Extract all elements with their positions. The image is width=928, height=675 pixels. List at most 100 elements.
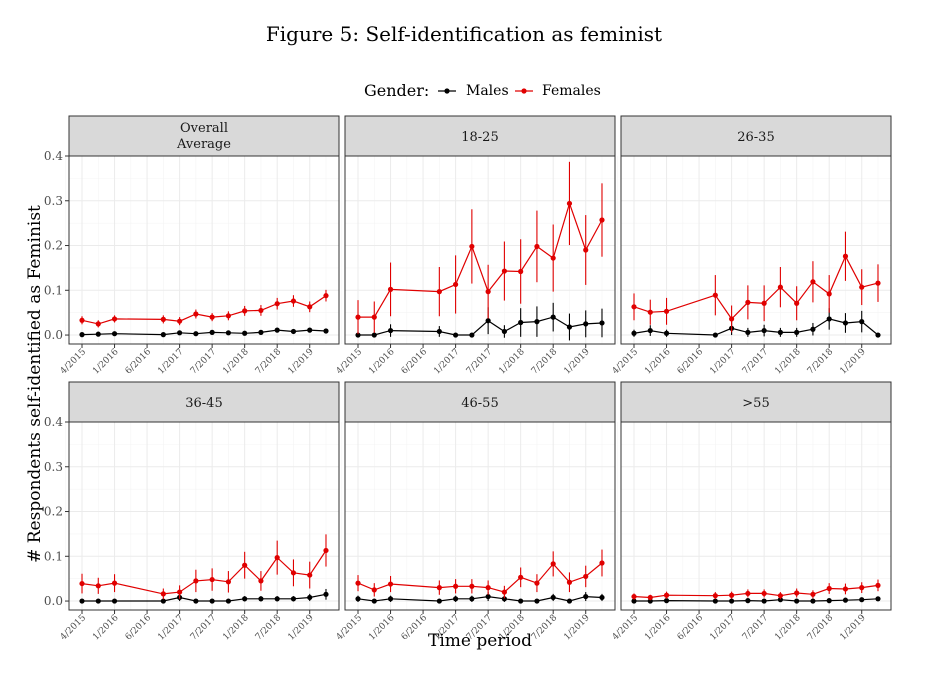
point-females bbox=[485, 585, 491, 591]
point-males bbox=[566, 598, 573, 604]
point-females bbox=[583, 247, 589, 253]
x-tick-label: 1/2016 bbox=[367, 347, 397, 377]
x-tick-label: 1/2016 bbox=[643, 613, 673, 643]
point-females bbox=[663, 592, 670, 598]
x-tick-label: 4/2015 bbox=[335, 347, 365, 377]
point-males bbox=[323, 591, 329, 597]
plot-area bbox=[69, 422, 339, 610]
point-males bbox=[663, 598, 670, 604]
panel-4: 36-450.00.10.20.30.44/2015 1/2016 6/2016 1/… bbox=[44, 381, 340, 643]
point-males bbox=[842, 597, 849, 603]
plot-border bbox=[620, 155, 892, 345]
x-tick-label: 7/2017 bbox=[741, 613, 771, 643]
panel-2: 18-254/2015 1/2016 6/2016 1/2017 7/2017 1/201… bbox=[335, 115, 616, 377]
x-tick-label: 1/2016 bbox=[91, 613, 121, 643]
point-males bbox=[566, 324, 573, 330]
point-females bbox=[826, 291, 832, 297]
point-males bbox=[859, 319, 865, 325]
point-females bbox=[826, 585, 832, 592]
point-females bbox=[355, 314, 361, 320]
x-tick-label: 1/2018 bbox=[221, 347, 251, 377]
point-females bbox=[745, 590, 751, 597]
point-females bbox=[95, 583, 101, 589]
point-males bbox=[371, 598, 377, 604]
point-males bbox=[307, 327, 313, 333]
point-males bbox=[79, 332, 85, 338]
point-females bbox=[712, 292, 718, 298]
point-males bbox=[826, 316, 832, 322]
point-females bbox=[290, 298, 297, 304]
point-males bbox=[712, 332, 718, 338]
point-males bbox=[160, 332, 166, 338]
x-tick-label: 7/2018 bbox=[530, 613, 560, 643]
point-males bbox=[583, 593, 589, 600]
legend-females-label: Females bbox=[542, 83, 601, 99]
x-tick-label: 4/2015 bbox=[335, 613, 365, 643]
point-males bbox=[745, 329, 751, 335]
point-males bbox=[777, 597, 783, 603]
point-males bbox=[631, 330, 637, 336]
series-line-males bbox=[82, 593, 327, 602]
y-tick-label: 0.1 bbox=[44, 549, 63, 563]
panel-3: 26-354/2015 1/2016 6/2016 1/2017 7/2017 1/201… bbox=[611, 115, 892, 377]
point-females bbox=[258, 578, 264, 584]
point-females bbox=[453, 583, 459, 589]
point-females bbox=[777, 593, 783, 599]
panel-5: 46-554/2015 1/2016 6/2016 1/2017 7/2017 1/201… bbox=[335, 381, 616, 643]
legend: Gender: Males Females bbox=[364, 81, 601, 100]
point-females bbox=[794, 300, 800, 306]
point-females bbox=[859, 585, 865, 591]
legend-females-swatch-point bbox=[521, 88, 527, 94]
panel-strip bbox=[68, 381, 340, 423]
point-females bbox=[290, 570, 297, 576]
point-females bbox=[225, 579, 231, 585]
y-tick-label: 0.4 bbox=[44, 149, 63, 163]
point-males bbox=[794, 598, 800, 604]
point-males bbox=[290, 596, 297, 602]
point-females bbox=[79, 580, 85, 587]
point-females bbox=[371, 587, 377, 593]
x-tick-label: 1/2019 bbox=[838, 613, 868, 643]
point-males bbox=[242, 330, 248, 336]
point-females bbox=[663, 308, 670, 314]
y-tick-label: 0.0 bbox=[44, 328, 63, 342]
point-females bbox=[436, 289, 442, 295]
panel-title: 46-55 bbox=[461, 396, 498, 411]
x-tick-label: 1/2017 bbox=[708, 347, 738, 377]
series-line-females bbox=[81, 295, 327, 325]
point-males bbox=[859, 597, 865, 603]
x-tick-label: 7/2017 bbox=[465, 347, 495, 377]
point-males bbox=[550, 594, 556, 601]
series-line-females bbox=[633, 254, 879, 320]
point-females bbox=[534, 580, 540, 586]
x-tick-label: 6/2016 bbox=[124, 347, 154, 377]
point-males bbox=[534, 319, 540, 325]
plot-area bbox=[345, 156, 615, 344]
x-tick-label: 7/2018 bbox=[806, 347, 836, 377]
y-tick-label: 0.1 bbox=[44, 283, 63, 297]
point-males bbox=[469, 596, 475, 602]
x-tick-label: 7/2018 bbox=[530, 347, 560, 377]
legend-males-label: Males bbox=[466, 83, 509, 99]
point-females bbox=[647, 309, 653, 315]
point-females bbox=[177, 589, 183, 595]
y-tick-label: 0.3 bbox=[44, 194, 63, 208]
series-line-males bbox=[81, 329, 327, 336]
series-line-females bbox=[633, 584, 879, 599]
point-females bbox=[550, 255, 556, 261]
point-females bbox=[387, 286, 394, 292]
point-females bbox=[501, 268, 507, 274]
point-females bbox=[810, 591, 816, 597]
x-axis-title: Time period bbox=[428, 631, 532, 651]
point-males bbox=[436, 328, 442, 335]
point-females bbox=[777, 284, 783, 290]
x-tick-label: 1/2019 bbox=[562, 347, 592, 377]
plot-border bbox=[344, 421, 616, 611]
point-males bbox=[810, 598, 816, 604]
y-tick-label: 0.3 bbox=[44, 460, 63, 474]
panel-6: >55 4/2015 1/2016 6/2016 1/2017 7/2017 1/2018 7… bbox=[611, 381, 892, 643]
x-tick-label: 7/2017 bbox=[741, 347, 771, 377]
point-females bbox=[209, 576, 215, 583]
point-females bbox=[842, 586, 849, 592]
point-males bbox=[745, 598, 751, 604]
